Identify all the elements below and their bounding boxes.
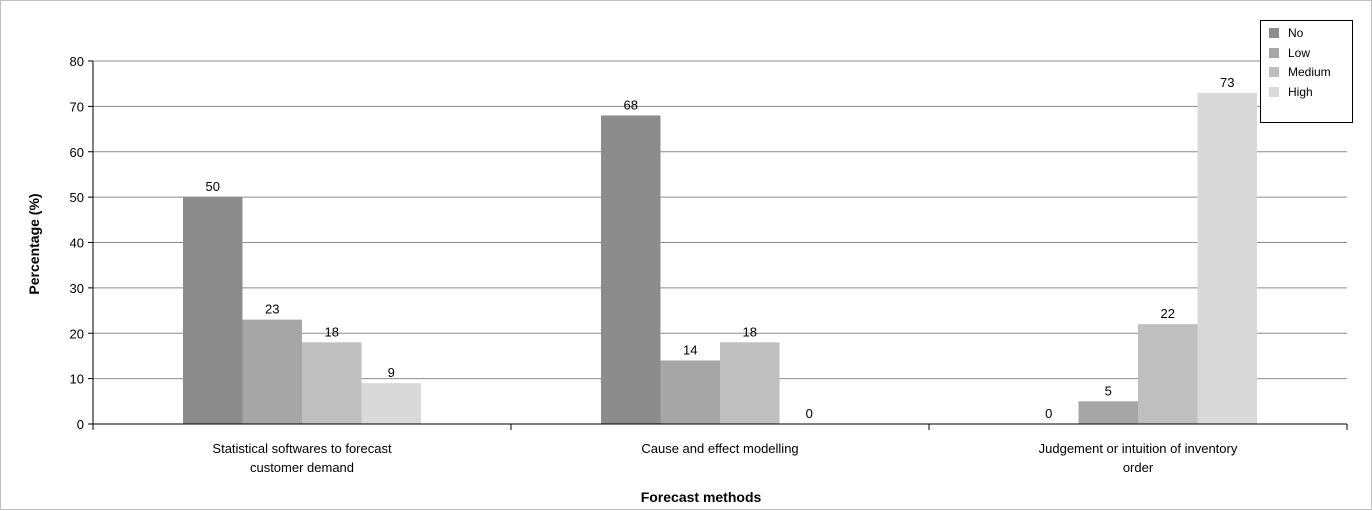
- bar: [302, 342, 362, 424]
- x-tick-label: Statistical softwares to forecast: [212, 441, 392, 456]
- y-tick-label: 80: [70, 54, 84, 69]
- legend-swatch: [1269, 28, 1279, 38]
- bar: [720, 342, 780, 424]
- data-label: 5: [1105, 383, 1112, 398]
- bar: [361, 383, 421, 424]
- legend-label: Low: [1288, 45, 1311, 60]
- data-label: 0: [1045, 406, 1052, 421]
- bar: [601, 115, 661, 424]
- y-tick-label: 60: [70, 145, 84, 160]
- legend-label: No: [1288, 26, 1304, 40]
- y-tick-label: 0: [77, 417, 84, 432]
- legend-label: High: [1288, 84, 1313, 99]
- legend-label: Medium: [1288, 65, 1331, 79]
- y-tick-label: 20: [70, 326, 84, 341]
- y-tick-label: 30: [70, 281, 84, 296]
- legend-item: No: [1269, 25, 1303, 41]
- y-tick-label: 70: [70, 99, 84, 114]
- x-tick-label: order: [1123, 460, 1154, 475]
- legend-item: Medium: [1269, 64, 1331, 80]
- data-label: 18: [743, 324, 757, 339]
- bar: [660, 360, 720, 424]
- data-label: 9: [388, 365, 395, 380]
- y-tick-label: 40: [70, 236, 84, 251]
- data-label: 50: [206, 179, 220, 194]
- data-label: 0: [806, 406, 813, 421]
- x-axis-title: Forecast methods: [641, 489, 762, 505]
- data-labels: 50 23 18 9 68 14 18 0 0 5 22 73: [206, 75, 1235, 421]
- y-tick-label: 50: [70, 190, 84, 205]
- y-axis-title: Percentage (%): [26, 193, 42, 294]
- data-label: 73: [1220, 75, 1234, 90]
- legend-swatch: [1269, 67, 1279, 77]
- x-tick-label: customer demand: [250, 460, 354, 475]
- bar: [1138, 324, 1198, 424]
- bar: [242, 319, 302, 424]
- data-label: 68: [624, 97, 638, 112]
- y-tick-label: 10: [70, 372, 84, 387]
- legend-item: High: [1269, 84, 1313, 100]
- data-label: 14: [683, 342, 697, 357]
- data-label: 18: [325, 324, 339, 339]
- bars: [183, 92, 1257, 424]
- legend-item: Low: [1269, 45, 1310, 61]
- bar: [183, 197, 243, 424]
- legend-swatch: [1269, 47, 1279, 58]
- x-tick-label: Judgement or intuition of inventory: [1039, 441, 1238, 456]
- x-tick-label: Cause and effect modelling: [641, 441, 798, 456]
- data-label: 23: [265, 302, 279, 317]
- legend-swatch: [1269, 86, 1279, 97]
- data-label: 22: [1161, 306, 1175, 321]
- legend: No Low Medium High: [1260, 20, 1353, 123]
- bar: [1197, 92, 1257, 424]
- bar: [1078, 401, 1138, 424]
